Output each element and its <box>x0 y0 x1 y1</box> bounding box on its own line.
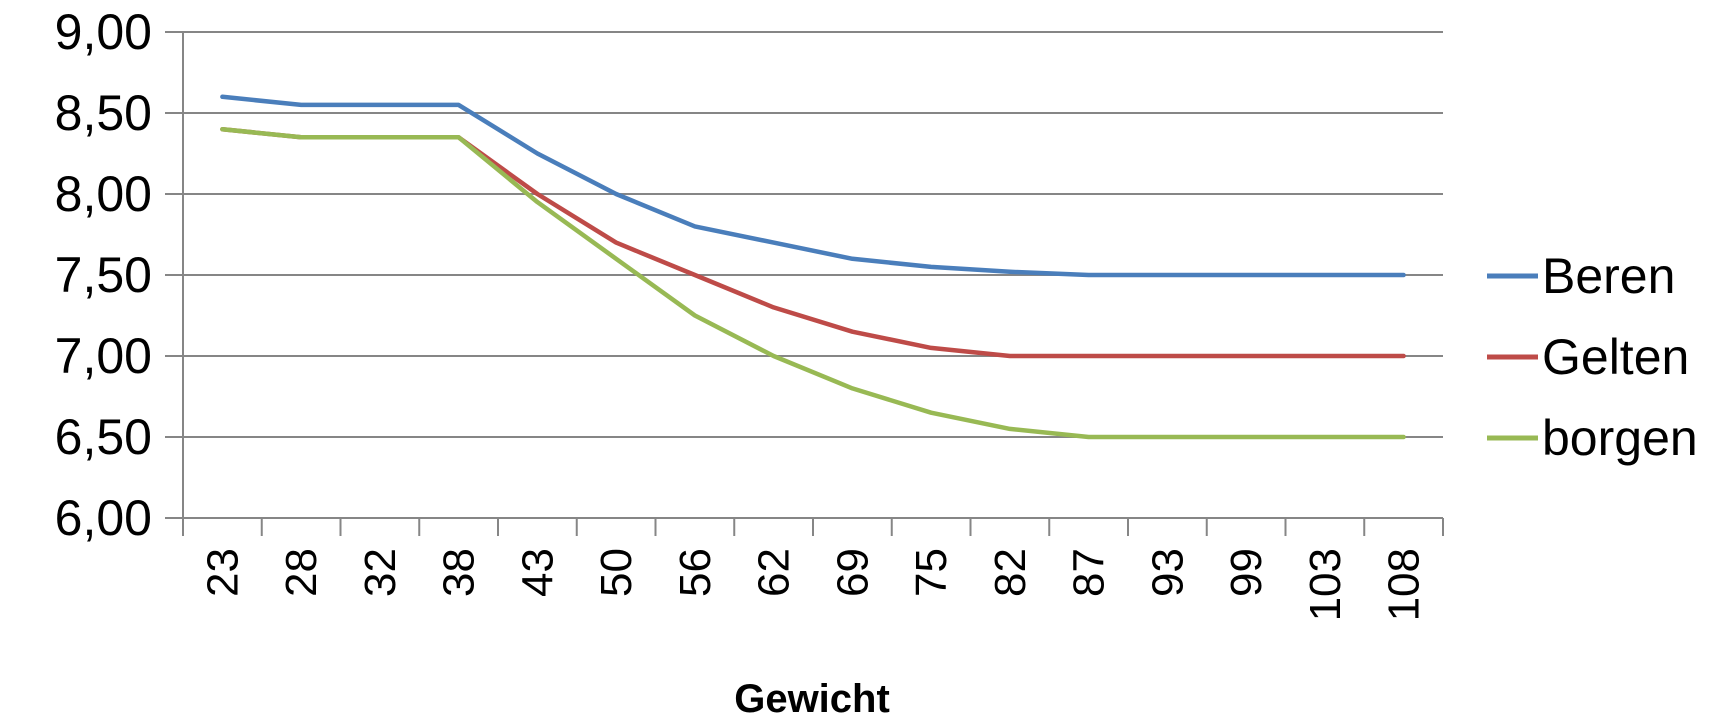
x-axis-label: Gewicht <box>734 677 890 716</box>
axes <box>165 31 1444 536</box>
x-tick-label: 50 <box>592 548 641 597</box>
x-tick-label: 108 <box>1380 548 1429 621</box>
x-tick-label: 103 <box>1301 548 1350 621</box>
x-tick-label: 38 <box>435 548 484 597</box>
y-tick-label: 6,50 <box>55 409 152 465</box>
y-tick-label: 6,00 <box>55 490 152 546</box>
x-tick-label: 75 <box>907 548 956 597</box>
x-tick-label: 99 <box>1222 548 1271 597</box>
x-tick-label: 69 <box>828 548 877 597</box>
legend-label: Gelten <box>1542 329 1689 385</box>
x-tick-labels: 23 28 32 38 43 50 56 62 69 75 82 87 93 99 103 108 <box>198 548 1428 621</box>
x-tick-label: 32 <box>356 548 405 597</box>
y-tick-label: 8,50 <box>55 85 152 141</box>
legend-label: borgen <box>1542 410 1698 466</box>
series-line-gelten <box>220 126 1406 359</box>
series-lines <box>220 94 1406 440</box>
series-line-beren <box>220 94 1406 278</box>
x-tick-label: 93 <box>1143 548 1192 597</box>
x-tick-label: 62 <box>750 548 799 597</box>
y-tick-label: 7,50 <box>55 247 152 303</box>
x-tick-label: 82 <box>986 548 1035 597</box>
x-tick-label: 43 <box>513 548 562 597</box>
gridlines <box>183 31 1443 438</box>
legend: Beren Gelten borgen <box>1487 248 1698 466</box>
legend-label: Beren <box>1542 248 1675 304</box>
y-tick-label: 9,00 <box>55 4 152 60</box>
y-tick-label: 8,00 <box>55 166 152 222</box>
x-tick-label: 28 <box>277 548 326 597</box>
series-line-borgen <box>220 126 1406 440</box>
x-tick-label: 56 <box>671 548 720 597</box>
x-tick-label: 87 <box>1065 548 1114 597</box>
y-tick-labels: 6,00 6,50 7,00 7,50 8,00 8,50 9,00 <box>55 4 152 546</box>
y-tick-label: 7,00 <box>55 328 152 384</box>
x-tick-label: 23 <box>198 548 247 597</box>
